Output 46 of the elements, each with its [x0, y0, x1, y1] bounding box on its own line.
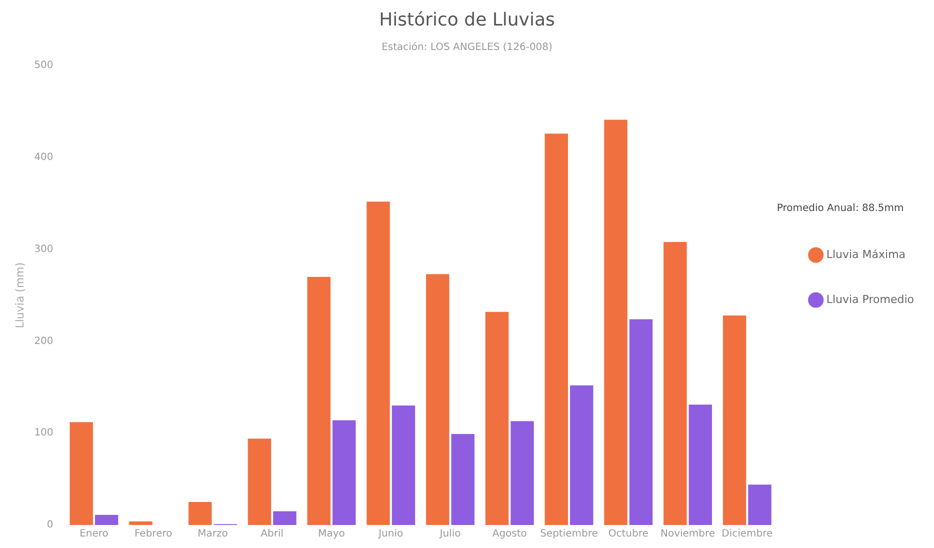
bar: [307, 276, 330, 525]
bar: [664, 242, 687, 525]
x-tick-label: Septiembre: [540, 528, 598, 540]
y-tick-label: 100: [34, 428, 54, 439]
x-tick-label: Octubre: [608, 528, 648, 540]
y-axis-title: Lluvia (mm): [13, 262, 26, 328]
x-tick-label: Marzo: [198, 528, 228, 540]
x-tick-label: Enero: [80, 528, 108, 540]
x-tick-label: Junio: [378, 528, 404, 540]
x-tick-label: Julio: [438, 528, 461, 540]
x-tick-label: Diciembre: [722, 528, 773, 540]
bar: [188, 502, 212, 525]
bar: [722, 316, 746, 525]
bar: [392, 406, 416, 525]
bar: [485, 312, 509, 525]
bar: [748, 484, 772, 525]
bar: [129, 521, 152, 525]
bar: [70, 422, 93, 525]
chart-subtitle: Estación: LOS ANGELES (126-008): [382, 42, 553, 54]
y-tick-label: 500: [34, 60, 54, 72]
y-tick-label: 400: [34, 152, 54, 164]
y-tick-label: 0: [46, 520, 54, 531]
bar: [451, 434, 474, 525]
bar: [570, 385, 594, 525]
x-tick-label: Agosto: [492, 528, 527, 540]
x-tick-label: Abril: [260, 528, 284, 540]
legend-title: Promedio Anual: 88.5mm: [776, 203, 904, 214]
x-tick-label: Mayo: [318, 528, 345, 540]
x-tick-label: Febrero: [134, 528, 172, 540]
y-tick-label: 300: [34, 244, 54, 255]
legend-label: Lluvia Promedio: [826, 292, 914, 306]
bar: [94, 514, 118, 525]
bar: [510, 421, 534, 525]
bar: [688, 404, 712, 525]
legend-label: Lluvia Máxima: [826, 248, 906, 261]
bar: [544, 134, 568, 525]
bar: [273, 511, 296, 525]
chart-title: Histórico de Lluvias: [379, 9, 555, 30]
bar: [248, 438, 272, 525]
bar: [332, 420, 356, 525]
x-tick-label: Noviembre: [660, 528, 716, 540]
bar: [366, 202, 390, 525]
bar: [426, 274, 450, 525]
bar: [604, 120, 628, 525]
y-tick-label: 200: [34, 336, 54, 347]
bar: [629, 319, 653, 525]
